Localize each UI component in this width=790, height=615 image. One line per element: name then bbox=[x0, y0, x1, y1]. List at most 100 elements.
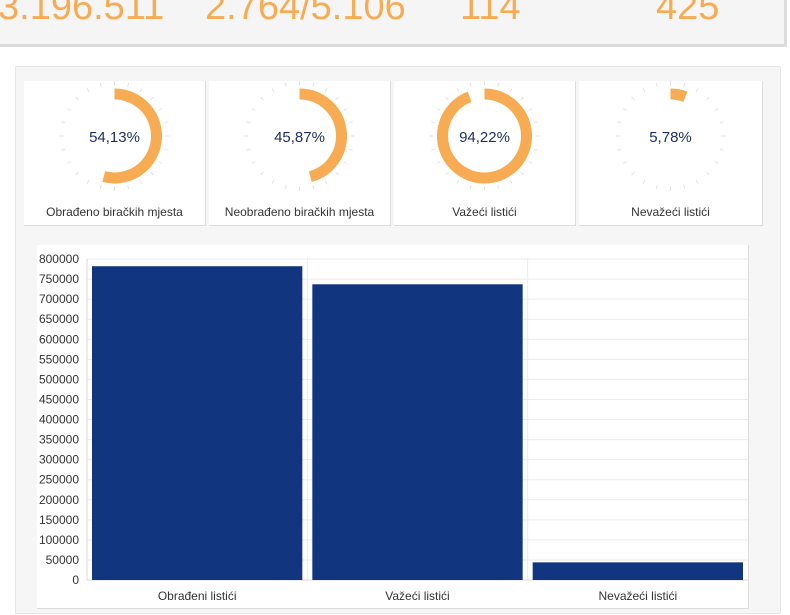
y-tick-label: 500000 bbox=[39, 372, 79, 386]
ballots-bar-chart: 0 50000 100000 150000 200000 250000 300000 3500… bbox=[39, 252, 748, 603]
gauge-tick bbox=[695, 88, 699, 93]
gauge-value: 54,13% bbox=[89, 129, 140, 146]
gauge-value: 94,22% bbox=[459, 129, 510, 146]
gauge-tick bbox=[642, 88, 646, 93]
gauge-tick bbox=[260, 171, 264, 176]
gauge-tick bbox=[343, 108, 348, 111]
gauge-ring bbox=[244, 81, 355, 191]
gauge-tick bbox=[695, 179, 699, 184]
y-tick-label: 550000 bbox=[39, 352, 79, 366]
gauge-tick bbox=[617, 121, 622, 124]
gauge-tick bbox=[520, 96, 524, 101]
gauge-tick bbox=[631, 171, 635, 176]
gauge-tick bbox=[271, 88, 275, 93]
gauge-tick bbox=[655, 185, 658, 190]
gauge-tick bbox=[683, 82, 686, 87]
gauge-tick bbox=[683, 185, 686, 190]
gauge-tick bbox=[324, 88, 328, 93]
gauge-tick bbox=[246, 121, 251, 124]
gauge-tick bbox=[655, 82, 658, 87]
gauge-label: Važeći listići bbox=[452, 205, 517, 219]
y-tick-label: 750000 bbox=[39, 272, 79, 286]
gauge-tick bbox=[251, 108, 256, 111]
gauge-card-valid-ballots: 94,22% Važeći listići bbox=[394, 81, 576, 226]
gauge-tick bbox=[66, 108, 71, 111]
gauge-tick bbox=[714, 161, 719, 164]
gauge-tick bbox=[284, 82, 287, 87]
gauge-tick bbox=[714, 108, 719, 111]
y-tick-label: 600000 bbox=[39, 332, 79, 346]
y-tick-label: 0 bbox=[72, 573, 79, 587]
gauge-tick bbox=[509, 179, 513, 184]
gauge-tick bbox=[158, 161, 163, 164]
gauge-tick bbox=[533, 148, 538, 151]
gauge-tick bbox=[719, 121, 724, 124]
gauge-tick bbox=[520, 171, 524, 176]
gauge-tick bbox=[163, 121, 168, 124]
gauge-tick bbox=[150, 171, 154, 176]
gauge-tick bbox=[312, 82, 315, 87]
gauge-tick bbox=[343, 161, 348, 164]
y-tick-label: 150000 bbox=[39, 513, 79, 527]
gauge-tick bbox=[246, 148, 251, 151]
bar bbox=[92, 266, 303, 580]
gauge-tick bbox=[271, 179, 275, 184]
stats-bar: 3.196.511 2.764/5.106 114 425 bbox=[0, 0, 787, 47]
gauge-ring bbox=[429, 81, 540, 191]
x-category-label: Obrađeni listići bbox=[158, 589, 237, 603]
stat-3: 114 bbox=[460, 0, 521, 28]
gauge-tick bbox=[284, 185, 287, 190]
x-category-label: Nevažeći listići bbox=[598, 589, 677, 603]
gauge-tick bbox=[642, 179, 646, 184]
gauge-tick bbox=[99, 185, 102, 190]
gauge-tick bbox=[86, 88, 90, 93]
gauge-tick bbox=[163, 148, 168, 151]
stat-voters: 3.196.511 bbox=[0, 0, 165, 28]
gauge-arc bbox=[102, 88, 162, 184]
y-tick-label: 200000 bbox=[39, 493, 79, 507]
x-category-label: Važeći listići bbox=[385, 589, 449, 603]
gauge-tick bbox=[445, 96, 449, 101]
gauge-tick bbox=[139, 88, 143, 93]
gauge-tick bbox=[528, 161, 533, 164]
gauge-tick bbox=[706, 96, 710, 101]
stat-polling-stations: 2.764/5.106 bbox=[205, 0, 406, 28]
y-tick-label: 400000 bbox=[39, 413, 79, 427]
gauge-tick bbox=[509, 88, 513, 93]
y-tick-label: 450000 bbox=[39, 392, 79, 406]
gauge-tick bbox=[436, 108, 441, 111]
gauge-tick bbox=[66, 161, 71, 164]
y-tick-label: 800000 bbox=[39, 252, 79, 266]
gauge-tick bbox=[445, 171, 449, 176]
gauge-tick bbox=[312, 185, 315, 190]
gauge-tick bbox=[456, 179, 460, 184]
gauge-tick bbox=[61, 148, 66, 151]
gauge-tick bbox=[127, 185, 130, 190]
gauge-tick bbox=[127, 82, 130, 87]
gauge-value: 5,78% bbox=[649, 129, 692, 146]
y-tick-label: 50000 bbox=[46, 553, 80, 567]
y-tick-label: 350000 bbox=[39, 433, 79, 447]
y-tick-label: 300000 bbox=[39, 453, 79, 467]
gauge-tick bbox=[86, 179, 90, 184]
gauge-tick bbox=[75, 96, 79, 101]
y-tick-label: 650000 bbox=[39, 312, 79, 326]
gauge-tick bbox=[528, 108, 533, 111]
gauge-tick bbox=[150, 96, 154, 101]
gauge-tick bbox=[706, 171, 710, 176]
gauge-tick bbox=[335, 171, 339, 176]
gauge-value: 45,87% bbox=[274, 129, 325, 146]
y-tick-label: 700000 bbox=[39, 292, 79, 306]
gauge-tick bbox=[61, 121, 66, 124]
gauge-tick bbox=[497, 185, 500, 190]
gauge-label: Nevažeći listići bbox=[631, 205, 710, 219]
gauge-tick bbox=[251, 161, 256, 164]
bar bbox=[312, 284, 523, 580]
gauge-arc bbox=[670, 88, 688, 102]
gauge-tick bbox=[622, 161, 627, 164]
gauge-label: Neobrađeno biračkih mjesta bbox=[224, 205, 375, 219]
gauge-tick bbox=[431, 148, 436, 151]
gauge-tick bbox=[436, 161, 441, 164]
gauge-tick bbox=[99, 82, 102, 87]
gauge-tick bbox=[533, 121, 538, 124]
